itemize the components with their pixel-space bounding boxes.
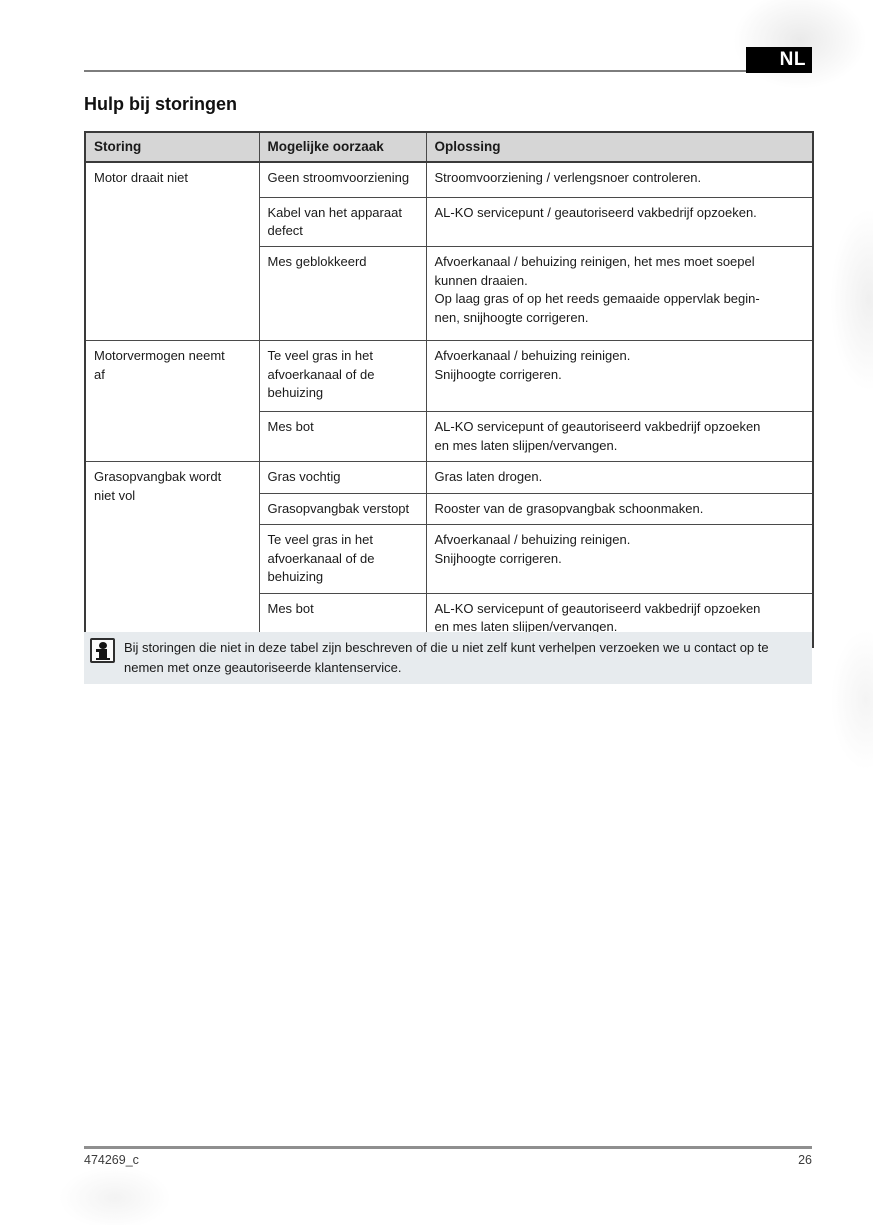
language-badge: NL: [746, 47, 812, 73]
table-row: Grasopvangbak verstopt Rooster van de gr…: [85, 492, 814, 526]
table-row: Motor draait niet Geen stroomvoorziening…: [84, 161, 814, 342]
cause-cell: Mes geblokkeerd: [258, 246, 427, 342]
cause-cell: Mes bot: [258, 411, 427, 463]
solution-cell: Stroomvoorziening / verlengsnoer control…: [425, 161, 814, 198]
table-header-row: Storing Mogelijke oorzaak Oplossing: [84, 131, 814, 163]
problem-cell: Grasopvangbak wordt niet vol: [84, 461, 260, 648]
troubleshooting-table: Storing Mogelijke oorzaak Oplossing Moto…: [84, 131, 814, 649]
table-row: Te veel gras in het afvoerkanaal of de b…: [85, 524, 814, 594]
problem-cell: Motor draait niet: [84, 161, 260, 342]
cause-cell: Te veel gras in het afvoerkanaal of de b…: [258, 340, 427, 413]
column-header-storing: Storing: [84, 131, 260, 163]
info-icon: [90, 638, 115, 663]
column-header-oorzaak: Mogelijke oorzaak: [258, 131, 427, 163]
service-note-text: Bij storingen die niet in deze tabel zij…: [124, 640, 769, 675]
solution-cell: Gras laten drogen.: [425, 461, 814, 494]
header-divider: [84, 70, 746, 72]
problem-cell: Motorvermogen neemt af: [84, 340, 260, 463]
cause-cell: Kabel van het apparaat defect: [258, 196, 427, 248]
solution-cell: Rooster van de grasopvangbak schoonmaken…: [425, 492, 814, 526]
column-header-oplossing: Oplossing: [425, 131, 814, 163]
solution-cell: Afvoerkanaal / behuizing reinigen. Snijh…: [425, 340, 814, 413]
table-row: Mes geblokkeerd Afvoerkanaal / behuizing…: [85, 246, 814, 342]
solution-cell: AL-KO servicepunt of geautoriseerd vakbe…: [425, 411, 814, 463]
page-number: 26: [798, 1153, 812, 1167]
cause-cell: Grasopvangbak verstopt: [258, 492, 427, 526]
service-note: Bij storingen die niet in deze tabel zij…: [84, 632, 812, 684]
document-code: 474269_c: [84, 1153, 139, 1167]
solution-cell: Afvoerkanaal / behuizing reinigen. Snijh…: [425, 524, 814, 594]
cause-cell: Te veel gras in het afvoerkanaal of de b…: [258, 524, 427, 594]
cause-cell: Gras vochtig: [258, 461, 427, 494]
table-row: Mes bot AL-KO servicepunt of geautorisee…: [85, 411, 814, 463]
solution-cell: Afvoerkanaal / behuizing reinigen, het m…: [425, 246, 814, 342]
cause-cell: Geen stroomvoorziening: [258, 161, 427, 198]
page-footer: 474269_c 26: [84, 1153, 812, 1167]
table-row: Grasopvangbak wordt niet vol Gras vochti…: [84, 461, 814, 648]
footer-divider: [84, 1146, 812, 1149]
table-row: Motorvermogen neemt af Te veel gras in h…: [84, 340, 814, 463]
solution-cell: AL-KO servicepunt / geautoriseerd vakbed…: [425, 196, 814, 248]
page-title: Hulp bij storingen: [84, 94, 237, 114]
